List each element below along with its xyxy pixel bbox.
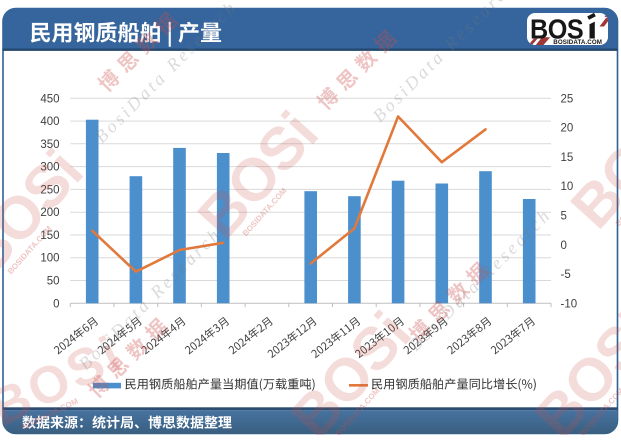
svg-text:50: 50 bbox=[47, 276, 60, 288]
svg-text:0: 0 bbox=[561, 240, 567, 252]
svg-text:BOS: BOS bbox=[530, 13, 583, 45]
svg-text:300: 300 bbox=[40, 162, 59, 174]
svg-text:25: 25 bbox=[561, 93, 574, 105]
svg-text:5: 5 bbox=[561, 211, 567, 223]
svg-text:15: 15 bbox=[561, 152, 574, 164]
svg-text:-5: -5 bbox=[561, 269, 571, 281]
svg-text:20: 20 bbox=[561, 123, 574, 135]
svg-text:-10: -10 bbox=[561, 298, 578, 310]
svg-text:150: 150 bbox=[40, 230, 59, 242]
svg-text:450: 450 bbox=[40, 93, 59, 105]
svg-text:250: 250 bbox=[40, 184, 59, 196]
svg-text:0: 0 bbox=[53, 298, 59, 310]
svg-text:400: 400 bbox=[40, 116, 59, 128]
svg-text:200: 200 bbox=[40, 207, 59, 219]
svg-text:100: 100 bbox=[40, 253, 59, 265]
svg-text:350: 350 bbox=[40, 139, 59, 151]
svg-text:BOSIDATA.COM: BOSIDATA.COM bbox=[553, 39, 602, 46]
svg-text:10: 10 bbox=[561, 181, 574, 193]
